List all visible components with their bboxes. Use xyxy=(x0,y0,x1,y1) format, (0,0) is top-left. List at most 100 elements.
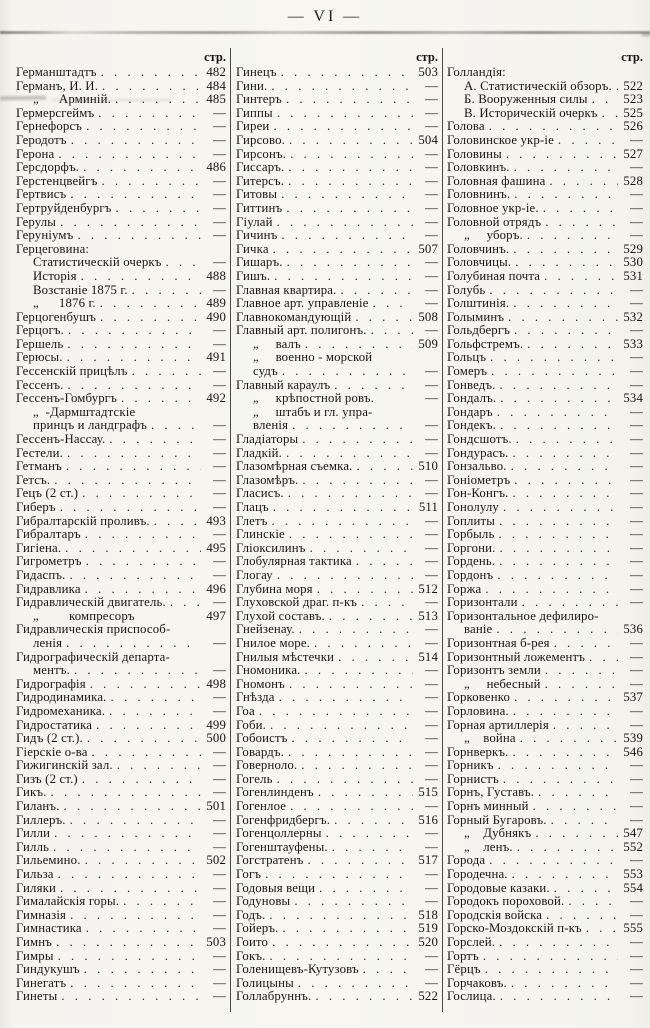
page-number: 553 xyxy=(623,867,643,882)
dot-leader xyxy=(500,379,618,393)
dot-leader xyxy=(67,338,201,352)
page-number: — xyxy=(213,744,226,759)
entry-title: Гилль xyxy=(16,839,50,854)
index-entry: Гогенцоллерны — xyxy=(236,827,438,841)
entry-title: „ -Дармштадтскіе xyxy=(33,404,136,419)
entry-title: Голицыны xyxy=(236,975,294,990)
index-entry: Возстаніе 1875 г. — xyxy=(16,283,226,298)
page-number: — xyxy=(630,323,643,338)
entry-title: Гномоника. xyxy=(236,663,301,678)
page-number: — xyxy=(630,799,643,814)
index-entry: Голицыны — xyxy=(236,975,438,991)
index-entry: Гондурасъ. — xyxy=(447,446,643,461)
entry-title: Гиляки xyxy=(16,880,56,895)
entry-title: Гнейзенау. xyxy=(236,622,295,637)
page-number: 499 xyxy=(206,717,226,732)
index-entry: Гогенштауфены. — xyxy=(236,840,438,855)
index-entry: Гнилыя мѣстечки 514 xyxy=(236,650,438,665)
entry-title: Глубина моря xyxy=(236,581,313,596)
index-entry: Гинецъ 503 xyxy=(236,65,438,80)
index-entry: Городскія войска — xyxy=(447,908,643,923)
page-number: — xyxy=(213,527,226,542)
index-entry: принцъ и ландграфъ — xyxy=(16,419,226,433)
entry-title: ваніе xyxy=(464,622,493,637)
page-number: 510 xyxy=(418,459,438,474)
index-entry: Германштадтъ 482 xyxy=(16,65,226,80)
page-number: — xyxy=(213,472,226,487)
index-entry: Голенищевъ-Кутузовъ — xyxy=(236,963,438,977)
column-header-str: стр. xyxy=(621,50,643,64)
index-entry: Геруніумъ — xyxy=(16,229,226,243)
page-number: — xyxy=(213,132,226,147)
dot-leader xyxy=(65,542,201,556)
page-number: 484 xyxy=(206,78,226,93)
entry-title: Головнинъ. xyxy=(447,187,511,202)
index-entry: Гліоксилинъ — xyxy=(236,541,438,556)
dot-leader xyxy=(111,691,201,705)
index-entry: Гогель — xyxy=(236,772,438,787)
dot-leader xyxy=(515,256,618,270)
dot-leader xyxy=(274,270,413,284)
page-number: 532 xyxy=(623,309,643,324)
page-number: — xyxy=(213,758,226,773)
entry-title: Голубиная почта xyxy=(447,268,541,283)
index-entry: Города — xyxy=(447,854,643,868)
entry-title: Главнокомандующій xyxy=(236,309,352,324)
index-entry: Городечна. 553 xyxy=(447,867,643,882)
dot-leader xyxy=(98,107,201,121)
dot-leader xyxy=(289,528,413,542)
page-number: — xyxy=(630,500,643,514)
page-number: — xyxy=(213,364,226,379)
index-entry: Глухой составъ. 513 xyxy=(236,609,438,624)
entry-title: Горизонтъ земли xyxy=(447,663,541,678)
page-number: 520 xyxy=(418,935,438,949)
page-number: — xyxy=(425,228,438,243)
page-number: — xyxy=(213,146,226,161)
dot-leader xyxy=(132,284,201,298)
page-number: — xyxy=(213,907,226,922)
index-entry: Гіулай — xyxy=(236,215,438,230)
page-number: 536 xyxy=(623,622,643,637)
index-entry: Городовые казаки. 554 xyxy=(447,881,643,896)
index-entry: Гитовы — xyxy=(236,188,438,202)
dot-leader xyxy=(115,93,201,107)
dot-leader xyxy=(82,487,201,501)
index-entry: Герулы — xyxy=(16,215,226,230)
page-number: — xyxy=(213,948,226,963)
entry-title: Горгони. xyxy=(447,540,496,555)
index-entry: Гиберъ — xyxy=(16,500,226,515)
index-entry: Гимнъ 503 xyxy=(16,935,226,950)
index-entry: Глазомѣръ. — xyxy=(236,473,438,488)
entry-title: Гинецъ xyxy=(236,65,277,79)
entry-title: Гогенлинденъ xyxy=(236,785,314,800)
entry-title: „ компресоръ xyxy=(33,608,135,623)
entry-title: Гидромеханика. xyxy=(16,703,106,718)
entry-title: Голлабруннъ. xyxy=(236,989,312,1004)
dot-leader xyxy=(302,433,413,447)
entry-title: Гиссаръ. xyxy=(236,160,285,175)
entry-title: Горнверкъ. xyxy=(447,744,509,759)
index-entry: Главнокомандующій 508 xyxy=(236,309,438,325)
page-number: — xyxy=(425,676,438,691)
index-entry: Горско-Моздокскій п-къ 555 xyxy=(447,922,643,936)
dot-leader xyxy=(527,229,618,243)
index-entry: Глетъ — xyxy=(236,514,438,529)
entry-title: Горнъ, Густавъ. xyxy=(447,785,535,800)
dot-leader xyxy=(517,841,618,855)
index-entry: ментъ. — xyxy=(16,664,226,678)
index-entry: Головчинъ. 529 xyxy=(447,242,643,257)
dot-leader xyxy=(272,936,413,950)
entry-title: Годовыя вещи xyxy=(236,880,316,895)
entry-title: Глацъ xyxy=(236,500,269,514)
dot-leader xyxy=(568,895,618,909)
entry-title: Гижигинскій зал. xyxy=(16,758,113,773)
page-number: — xyxy=(630,364,643,379)
dot-leader xyxy=(166,256,201,270)
page-number: 517 xyxy=(418,853,438,868)
page-number: 533 xyxy=(623,336,643,351)
dot-leader xyxy=(60,501,201,515)
dot-leader xyxy=(66,637,201,651)
page-number: — xyxy=(213,377,226,392)
entry-title: Гессенъ-Нассау. xyxy=(16,432,106,447)
index-entry: „ 1876 г. 489 xyxy=(16,296,226,311)
